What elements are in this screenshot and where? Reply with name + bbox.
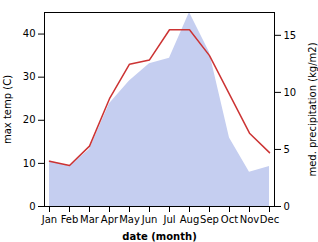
svg-text:10: 10 <box>284 87 297 98</box>
svg-text:Mar: Mar <box>80 214 100 225</box>
svg-text:Jun: Jun <box>141 214 158 225</box>
svg-text:Sep: Sep <box>200 214 219 225</box>
svg-text:20: 20 <box>23 114 36 125</box>
svg-text:Nov: Nov <box>240 214 260 225</box>
svg-text:40: 40 <box>23 28 36 39</box>
svg-text:Dec: Dec <box>260 214 279 225</box>
svg-text:max temp (C): max temp (C) <box>2 75 13 144</box>
svg-text:5: 5 <box>284 144 290 155</box>
svg-text:Aug: Aug <box>180 214 200 225</box>
svg-text:Feb: Feb <box>61 214 79 225</box>
svg-text:date (month): date (month) <box>122 231 196 242</box>
svg-text:med. precipitation (kg/m2): med. precipitation (kg/m2) <box>307 42 318 176</box>
svg-text:15: 15 <box>284 30 297 41</box>
svg-text:30: 30 <box>23 71 36 82</box>
svg-text:Apr: Apr <box>101 214 119 225</box>
svg-text:Oct: Oct <box>221 214 238 225</box>
svg-text:0: 0 <box>29 201 35 212</box>
svg-text:10: 10 <box>23 158 36 169</box>
svg-text:Jul: Jul <box>162 214 175 225</box>
svg-text:0: 0 <box>284 201 290 212</box>
svg-text:May: May <box>119 214 140 225</box>
svg-text:Jan: Jan <box>41 214 57 225</box>
